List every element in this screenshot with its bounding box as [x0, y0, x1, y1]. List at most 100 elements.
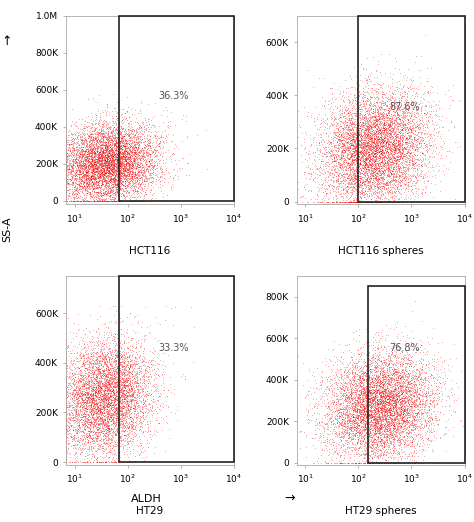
Point: [351, 405, 358, 413]
Point: [427, 372, 434, 380]
Point: [129, 151, 137, 160]
Point: [85, 337, 92, 345]
Point: [365, 116, 373, 124]
Point: [382, 434, 390, 443]
Point: [348, 183, 356, 191]
Point: [160, 386, 168, 394]
Point: [319, 195, 326, 203]
Point: [97, 161, 104, 170]
Point: [135, 147, 143, 156]
Point: [366, 146, 374, 154]
Point: [364, 393, 371, 401]
Point: [95, 388, 102, 397]
Point: [83, 365, 91, 374]
Point: [109, 390, 116, 398]
Point: [404, 440, 412, 448]
Point: [138, 117, 146, 126]
Point: [133, 173, 140, 182]
Point: [63, 172, 70, 180]
Point: [384, 415, 392, 423]
Point: [70, 177, 77, 186]
Point: [85, 132, 92, 140]
Point: [107, 164, 115, 173]
Point: [86, 394, 93, 402]
Point: [99, 147, 107, 155]
Point: [396, 382, 403, 390]
Point: [393, 155, 401, 163]
Point: [114, 101, 121, 109]
Point: [144, 165, 152, 174]
Point: [81, 404, 88, 412]
Point: [104, 163, 111, 172]
Point: [98, 127, 105, 136]
Point: [118, 148, 126, 157]
Point: [118, 381, 125, 389]
Point: [117, 167, 125, 175]
Point: [94, 120, 101, 128]
Point: [81, 381, 88, 389]
Point: [106, 167, 113, 175]
Point: [356, 159, 364, 167]
Point: [328, 408, 336, 416]
Point: [325, 458, 332, 467]
Point: [69, 135, 76, 144]
Point: [366, 157, 374, 165]
Point: [347, 421, 355, 429]
Point: [301, 135, 308, 143]
Point: [89, 394, 96, 402]
Point: [365, 435, 373, 444]
Point: [351, 114, 359, 123]
Point: [382, 372, 389, 381]
Point: [365, 373, 373, 382]
Point: [400, 149, 408, 158]
Point: [110, 394, 118, 402]
Point: [371, 394, 379, 402]
Point: [379, 398, 386, 407]
Point: [406, 389, 414, 397]
Point: [131, 178, 139, 186]
Point: [110, 404, 118, 412]
Point: [112, 357, 120, 365]
Point: [119, 409, 127, 418]
Point: [141, 415, 149, 423]
Point: [377, 148, 385, 157]
Point: [395, 137, 403, 145]
Point: [429, 407, 437, 415]
Point: [376, 427, 384, 435]
Point: [64, 127, 72, 136]
Point: [132, 431, 140, 439]
Point: [378, 435, 385, 444]
Point: [371, 435, 379, 444]
Point: [125, 365, 132, 373]
Point: [350, 183, 357, 192]
Point: [401, 401, 408, 410]
Point: [350, 180, 357, 188]
Point: [377, 110, 384, 118]
Point: [91, 428, 99, 436]
Point: [336, 404, 343, 412]
Point: [372, 421, 379, 430]
Point: [366, 411, 374, 419]
Point: [390, 111, 397, 119]
Point: [71, 450, 79, 458]
Point: [415, 156, 422, 164]
Point: [370, 101, 378, 109]
Point: [370, 149, 378, 157]
Point: [359, 119, 367, 127]
Point: [334, 175, 341, 183]
Point: [310, 409, 318, 417]
Point: [385, 161, 393, 169]
Point: [157, 406, 164, 414]
Point: [102, 428, 109, 436]
Point: [104, 185, 112, 193]
Point: [109, 401, 116, 410]
Point: [125, 407, 132, 416]
Point: [399, 175, 406, 183]
Point: [386, 91, 393, 100]
Point: [123, 458, 131, 466]
Point: [325, 182, 333, 190]
Point: [301, 143, 309, 151]
Point: [70, 152, 78, 161]
Point: [403, 123, 411, 132]
Point: [372, 410, 380, 418]
